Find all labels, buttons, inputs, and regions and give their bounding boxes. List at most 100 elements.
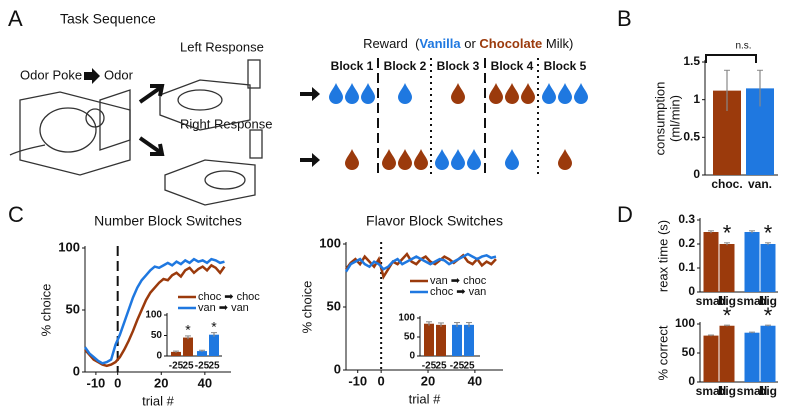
- reward-vanilla: Vanilla: [419, 36, 461, 51]
- y-tick-label: 0: [688, 284, 695, 298]
- block-label: Block 5: [544, 59, 587, 73]
- arrow: [300, 87, 320, 101]
- y-tick-label: 0: [73, 363, 80, 378]
- bar: [760, 325, 776, 382]
- y-axis-label: % choice: [38, 284, 53, 337]
- annotation: *: [723, 221, 732, 246]
- right-label: Right Response: [180, 116, 273, 131]
- legend-label: choc ➡ choc: [198, 291, 260, 303]
- series-line: [344, 252, 497, 273]
- y-tick-label: 0: [334, 361, 341, 376]
- legend-label: van ➡ choc: [430, 275, 487, 287]
- panel-label: D: [617, 202, 633, 227]
- arrow: [84, 68, 100, 84]
- x-tick-label: big: [759, 384, 777, 398]
- x-tick-label: big: [718, 384, 736, 398]
- bar: [197, 351, 207, 356]
- y-tick-label: 50: [327, 298, 341, 313]
- reward-drop: [558, 149, 572, 170]
- significance-bracket: [705, 54, 757, 63]
- reward-drop: [398, 149, 412, 170]
- arrow: [138, 136, 165, 156]
- x-tick-label: 25: [435, 361, 447, 372]
- y-tick-label: 100: [319, 235, 341, 250]
- panel-label: C: [8, 202, 24, 227]
- bar: [436, 324, 446, 356]
- legend-label: choc ➡ van: [430, 286, 486, 298]
- poke-label: Odor Poke: [20, 67, 82, 82]
- diagram-title: Task Sequence: [60, 11, 156, 27]
- reward-drop: [345, 149, 359, 170]
- reward-drop: [345, 83, 359, 104]
- bar: [452, 324, 462, 356]
- y-tick-label: 0.2: [678, 236, 695, 250]
- y-tick-label: 100: [398, 313, 415, 324]
- y-tick-label: 50: [66, 301, 80, 316]
- x-tick-label: small: [696, 384, 727, 398]
- y-tick-label: 0: [688, 374, 695, 388]
- reward-drop: [574, 83, 588, 104]
- bar: [703, 232, 719, 292]
- arrow: [300, 153, 320, 167]
- x-tick-label: 40: [468, 373, 482, 388]
- block-label: Block 1: [331, 59, 374, 73]
- y-axis-label: consumption: [652, 82, 667, 156]
- annotation: *: [211, 318, 217, 334]
- reward-drop: [329, 83, 343, 104]
- y-tick-label: 1.5: [683, 54, 700, 68]
- reward-drop: [489, 83, 503, 104]
- y-axis-label: % choice: [299, 281, 314, 334]
- arrow: [138, 84, 165, 104]
- y-tick-label: 50: [682, 345, 696, 359]
- bar: [209, 334, 219, 356]
- x-tick-label: 25: [182, 361, 194, 372]
- annotation: *: [723, 303, 732, 328]
- block-label: Block 4: [491, 59, 534, 73]
- reward-text: Milk): [542, 36, 573, 51]
- reward-drop: [414, 149, 428, 170]
- x-tick-label: -25: [450, 361, 465, 372]
- annotation: n.s.: [735, 41, 751, 52]
- y-tick-label: 0: [693, 167, 700, 181]
- bar: [744, 232, 760, 292]
- x-tick-label: 25: [208, 361, 220, 372]
- y-axis-label: % correct: [655, 325, 670, 380]
- reward-drop: [361, 83, 375, 104]
- reward-drop: [398, 83, 412, 104]
- x-axis-label: trial #: [409, 391, 442, 406]
- y-tick-label: 50: [151, 330, 163, 341]
- bar: [719, 325, 735, 382]
- x-tick-label: -25: [422, 361, 437, 372]
- x-tick-label: small: [737, 384, 768, 398]
- reward-drop: [505, 149, 519, 170]
- annotation: *: [764, 303, 773, 328]
- x-tick-label: choc.: [711, 177, 742, 191]
- x-tick-label: small: [696, 294, 727, 308]
- y-axis-label: (ml/min): [667, 95, 682, 142]
- chart-title: Flavor Block Switches: [366, 213, 503, 229]
- block-label: Block 3: [437, 59, 480, 73]
- y-tick-label: 0: [409, 351, 415, 362]
- x-tick-label: 40: [198, 375, 212, 390]
- y-tick-label: 0: [156, 351, 162, 362]
- reward-drop: [558, 83, 572, 104]
- reward-drop: [521, 83, 535, 104]
- reward-legend: Reward (Vanilla or Chocolate Milk): [345, 36, 584, 51]
- x-tick-label: 25: [463, 361, 475, 372]
- legend-label: van ➡ van: [198, 302, 249, 314]
- y-axis-label: reax time (s): [655, 220, 670, 292]
- reward-drop: [451, 83, 465, 104]
- y-tick-label: 0.1: [678, 260, 695, 274]
- chart-title: Number Block Switches: [94, 213, 242, 229]
- panel-label: A: [8, 6, 23, 31]
- y-tick-label: 50: [404, 332, 416, 343]
- left-label: Left Response: [180, 39, 264, 54]
- y-tick-label: 100: [145, 310, 162, 321]
- y-tick-label: 100: [675, 316, 695, 330]
- bar: [183, 337, 193, 356]
- x-tick-label: 20: [421, 373, 435, 388]
- bar: [424, 323, 434, 356]
- reward-drop: [467, 149, 481, 170]
- bar: [760, 244, 776, 292]
- series-line: [84, 263, 226, 368]
